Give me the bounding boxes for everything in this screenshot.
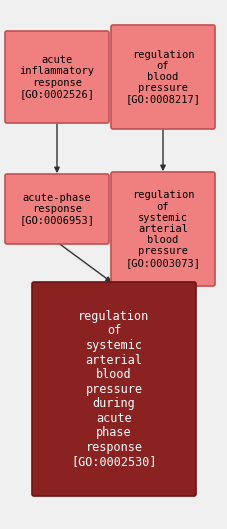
FancyBboxPatch shape bbox=[111, 25, 214, 129]
FancyBboxPatch shape bbox=[32, 282, 195, 496]
Text: regulation
of
systemic
arterial
blood
pressure
[GO:0003073]: regulation of systemic arterial blood pr… bbox=[125, 190, 200, 268]
Text: regulation
of
systemic
arterial
blood
pressure
during
acute
phase
response
[GO:0: regulation of systemic arterial blood pr… bbox=[71, 310, 156, 468]
FancyBboxPatch shape bbox=[5, 174, 109, 244]
Text: acute-phase
response
[GO:0006953]: acute-phase response [GO:0006953] bbox=[20, 193, 94, 225]
FancyBboxPatch shape bbox=[5, 31, 109, 123]
FancyBboxPatch shape bbox=[111, 172, 214, 286]
Text: regulation
of
blood
pressure
[GO:0008217]: regulation of blood pressure [GO:0008217… bbox=[125, 50, 200, 104]
Text: acute
inflammatory
response
[GO:0002526]: acute inflammatory response [GO:0002526] bbox=[20, 55, 94, 99]
